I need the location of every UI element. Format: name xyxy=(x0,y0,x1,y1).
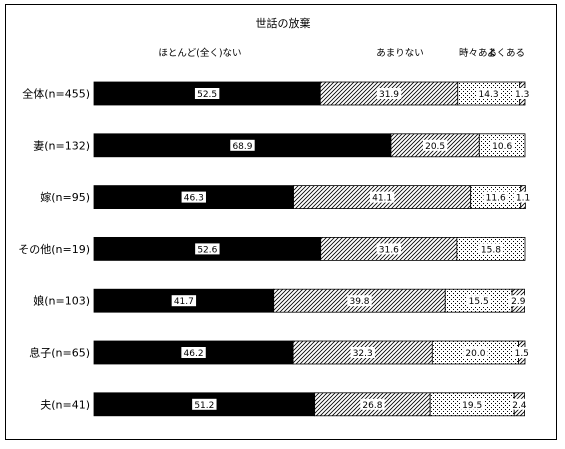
data-label: 31.6 xyxy=(379,245,399,255)
data-label: 11.6 xyxy=(486,194,506,204)
data-label: 2.4 xyxy=(512,401,527,411)
category-label: その他(n=19) xyxy=(18,243,90,256)
data-label-bg xyxy=(509,398,529,410)
data-label: 46.3 xyxy=(184,194,204,204)
data-label: 46.2 xyxy=(184,349,204,359)
data-label-bg xyxy=(460,398,485,410)
data-label-bg xyxy=(476,88,501,99)
data-label: 1.5 xyxy=(515,349,529,359)
data-label-bg xyxy=(192,398,217,410)
chart-frame xyxy=(5,4,557,440)
data-label-bg xyxy=(483,191,508,203)
data-label: 52.6 xyxy=(197,245,217,255)
data-label-bg xyxy=(422,139,448,151)
data-label: 1.1 xyxy=(516,194,530,204)
data-label-bg xyxy=(230,139,255,151)
data-label-bg xyxy=(463,347,488,358)
legend-label: 時々ある xyxy=(459,48,497,59)
data-label-bg xyxy=(194,88,220,99)
chart-title: 世話の放棄 xyxy=(256,16,311,30)
data-label-bg xyxy=(489,139,515,151)
data-label-bg xyxy=(171,295,197,307)
data-label: 14.3 xyxy=(479,90,499,100)
bars: 全体(n=455) 52.5 31.9 14.3 1.3 妻(n=132) 68.9 20.5… xyxy=(18,81,533,417)
data-label-bg xyxy=(513,191,533,203)
data-label-bg xyxy=(512,347,532,358)
data-label: 26.8 xyxy=(362,401,382,411)
data-label-bg xyxy=(508,295,528,307)
data-label: 39.8 xyxy=(349,297,369,307)
data-label-bg xyxy=(181,347,206,358)
data-label: 31.9 xyxy=(379,90,399,100)
data-label-bg xyxy=(466,295,491,307)
data-label-bg xyxy=(478,243,504,255)
data-label: 51.2 xyxy=(194,401,214,411)
category-label: 娘(n=103) xyxy=(33,294,90,308)
legend-label: よくある xyxy=(487,48,525,59)
data-label: 32.3 xyxy=(353,349,373,359)
category-label: 息子(n=65) xyxy=(29,346,90,360)
data-label: 19.5 xyxy=(462,401,482,411)
data-label-bg xyxy=(181,191,206,203)
data-label: 2.9 xyxy=(511,297,526,307)
data-label: 20.5 xyxy=(425,142,445,152)
category-label: 夫(n=41) xyxy=(40,398,90,411)
category-label: 嫁(n=95) xyxy=(40,190,90,204)
data-label-bg xyxy=(347,295,372,307)
data-label-bg xyxy=(369,191,395,203)
data-label-bg xyxy=(512,88,532,99)
category-label: 全体(n=455) xyxy=(22,87,90,101)
data-label: 1.3 xyxy=(515,90,529,100)
data-label: 15.8 xyxy=(481,245,501,255)
data-label-bg xyxy=(360,398,385,410)
data-label-bg xyxy=(195,243,220,255)
data-label: 10.6 xyxy=(492,142,512,152)
category-label: 妻(n=132) xyxy=(33,139,90,152)
data-label: 68.9 xyxy=(232,142,252,152)
data-label: 15.5 xyxy=(469,297,489,307)
data-label-bg xyxy=(376,88,402,99)
legend-label: あまりない xyxy=(376,48,424,59)
data-label-bg xyxy=(350,347,375,358)
legend-label: ほとんど(全く)ない xyxy=(158,47,241,59)
data-label: 20.0 xyxy=(465,349,485,359)
data-label-bg xyxy=(376,243,402,255)
data-label: 41.7 xyxy=(174,297,194,307)
data-label: 52.5 xyxy=(197,90,217,100)
data-label: 41.1 xyxy=(372,194,392,204)
